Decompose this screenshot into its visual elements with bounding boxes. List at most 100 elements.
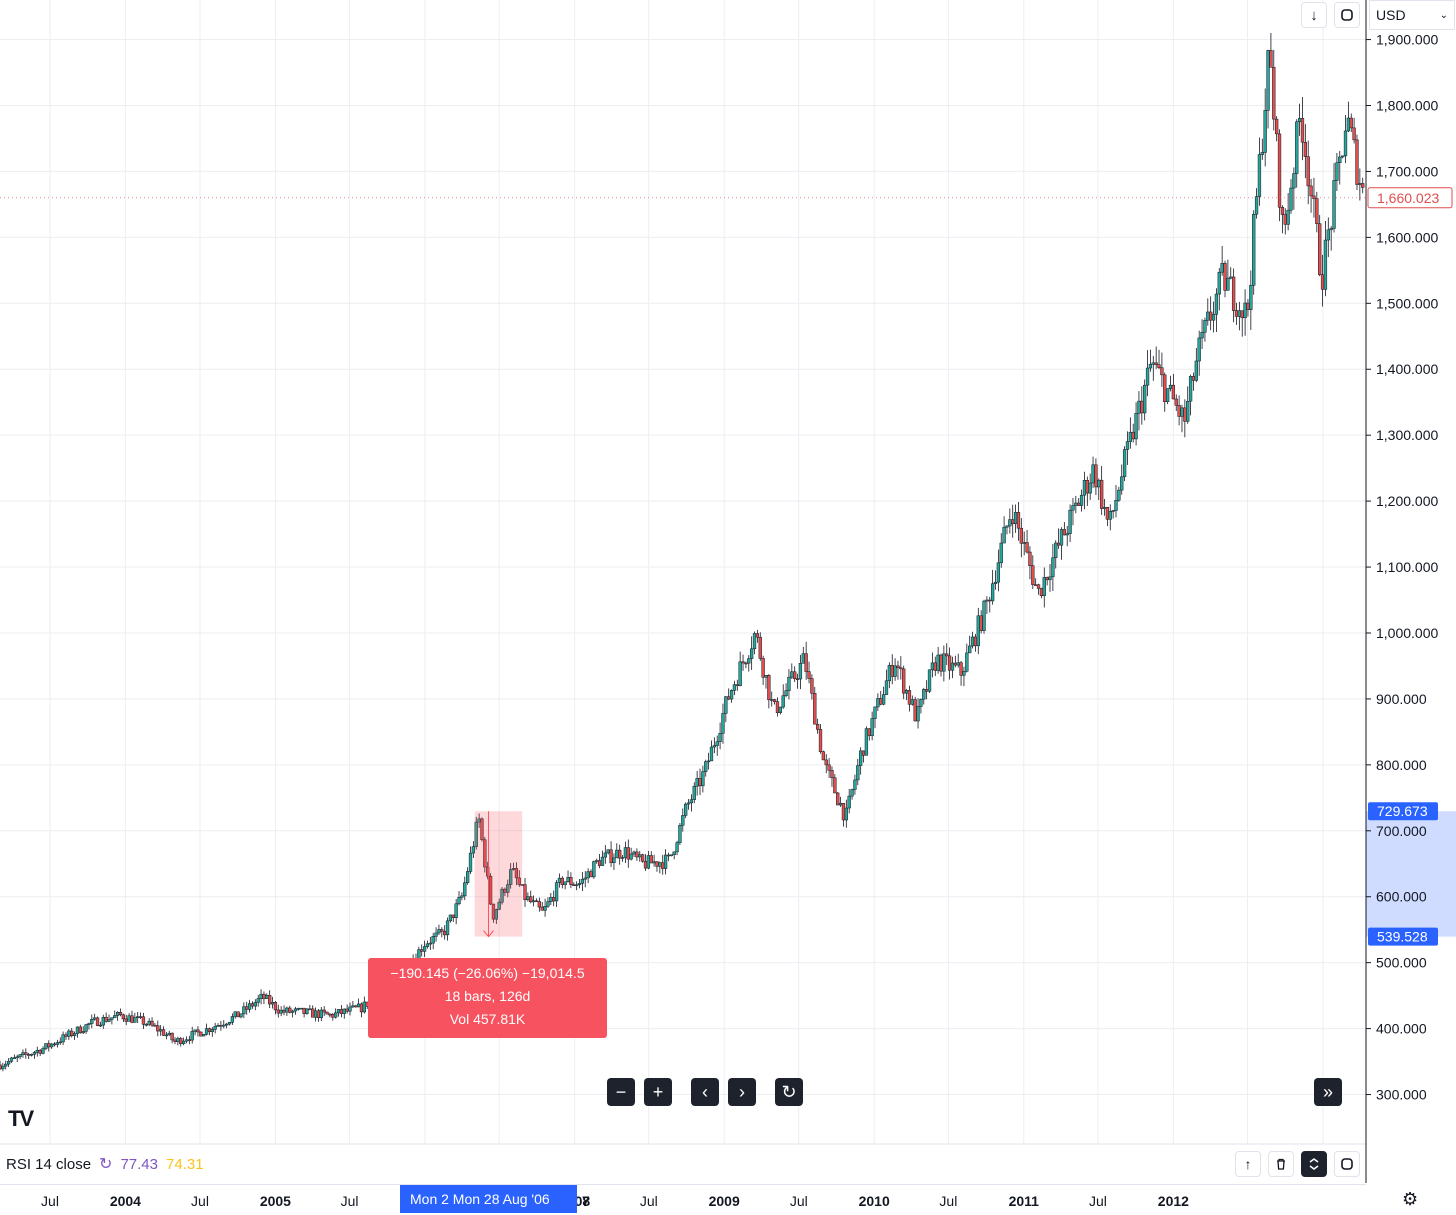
candle [577, 878, 582, 889]
maximize-pane-button[interactable] [1334, 1151, 1360, 1177]
zoom-out-button[interactable]: − [607, 1078, 635, 1106]
candle [661, 854, 665, 875]
measure-range-box[interactable] [474, 811, 523, 937]
candle [32, 1051, 37, 1059]
candle [1280, 205, 1285, 234]
candle [1028, 546, 1032, 580]
settings-gear-icon[interactable]: ⚙ [1402, 1189, 1419, 1209]
time-axis[interactable]: 2012Jul2011Jul2010Jul2009Jul2008Jul7Jul2… [0, 1184, 1366, 1215]
price-tick-label: 900.000 [1376, 691, 1427, 707]
candle [242, 1002, 246, 1019]
candle [1329, 226, 1333, 251]
sync-icon[interactable]: ↻ [99, 1156, 113, 1173]
candle [1100, 465, 1104, 515]
maximize-icon [1341, 1158, 1353, 1170]
candle [1300, 96, 1305, 161]
zoom-in-button[interactable]: + [644, 1078, 672, 1106]
scroll-right-button[interactable]: › [728, 1078, 756, 1106]
candle [669, 854, 673, 857]
candle [1220, 245, 1224, 276]
candle [1016, 502, 1021, 541]
price-range-band [1366, 811, 1456, 937]
candle [684, 802, 688, 819]
rsi-legend[interactable]: RSI 14 close ↻ 77.43 74.31 [6, 1154, 204, 1174]
candle [29, 1053, 34, 1057]
range-low-label-box [1368, 927, 1438, 946]
candle [1079, 489, 1084, 512]
candle [0, 1060, 2, 1071]
candle [253, 999, 257, 1011]
candle [72, 1031, 77, 1040]
move-pane-up-button[interactable]: ↑ [1235, 1151, 1261, 1177]
candle [164, 1032, 169, 1040]
delete-pane-button[interactable] [1268, 1151, 1294, 1177]
candle [1134, 402, 1138, 446]
candle [686, 798, 691, 810]
rsi-title: RSI 14 close [6, 1155, 92, 1173]
candle [354, 1004, 358, 1008]
collapse-icon [1309, 1158, 1319, 1170]
candle [1234, 302, 1239, 325]
candle [1200, 319, 1204, 349]
candle [348, 1002, 352, 1016]
candle [810, 674, 814, 700]
candle [790, 663, 794, 679]
candle [420, 944, 424, 957]
candle [1355, 134, 1359, 191]
candle [922, 687, 926, 705]
candle [732, 680, 737, 696]
candle [474, 816, 478, 850]
candle [279, 1006, 283, 1017]
candle [804, 641, 808, 680]
scroll-to-realtime-button[interactable]: » [1314, 1078, 1342, 1106]
candle [640, 853, 645, 863]
time-tick-label: 7 [582, 1193, 590, 1209]
candle [927, 669, 932, 693]
price-axis[interactable]: 1,900.000 1,800.000 1,700.000 1,600.000 1,50… [1366, 32, 1438, 1103]
candle [1323, 221, 1328, 297]
candle [655, 861, 659, 872]
candle [179, 1036, 183, 1047]
download-button[interactable]: ↓ [1301, 2, 1327, 28]
tradingview-logo[interactable]: TV [8, 1106, 34, 1132]
candle [15, 1054, 19, 1063]
candle [1283, 208, 1287, 235]
candle [1295, 119, 1299, 188]
candle [830, 766, 834, 787]
time-tick-label: 2004 [109, 1193, 141, 1209]
reset-chart-button[interactable]: ↻ [775, 1078, 803, 1106]
candle [262, 991, 266, 1005]
candle [95, 1016, 100, 1027]
currency-select[interactable]: USD ⌄ [1369, 0, 1455, 30]
logo-text: TV [8, 1106, 34, 1131]
candle [1303, 124, 1307, 179]
scroll-left-button[interactable]: ‹ [691, 1078, 719, 1106]
candle [471, 841, 476, 859]
candle [334, 1008, 338, 1019]
candle [1272, 49, 1276, 131]
candle [853, 774, 857, 795]
price-tick-label: 800.000 [1376, 757, 1427, 773]
candle [807, 661, 811, 684]
candle [574, 881, 579, 891]
candle [968, 635, 972, 654]
candle [1177, 395, 1181, 426]
price-tick-label: 1,300.000 [1376, 427, 1438, 443]
candle [1002, 516, 1006, 544]
fullscreen-button[interactable] [1334, 2, 1360, 28]
candle [1289, 179, 1293, 214]
candle [308, 1004, 312, 1011]
candle [1237, 301, 1242, 331]
candle [629, 847, 633, 861]
collapse-pane-button[interactable] [1301, 1151, 1327, 1177]
candle [793, 666, 797, 683]
candle [236, 1011, 240, 1018]
candle [537, 897, 542, 912]
candle [993, 570, 998, 590]
candle [904, 688, 909, 701]
candle [569, 872, 573, 889]
price-tick-label: 600.000 [1376, 889, 1427, 905]
candle [916, 698, 920, 729]
candle [1186, 386, 1190, 424]
